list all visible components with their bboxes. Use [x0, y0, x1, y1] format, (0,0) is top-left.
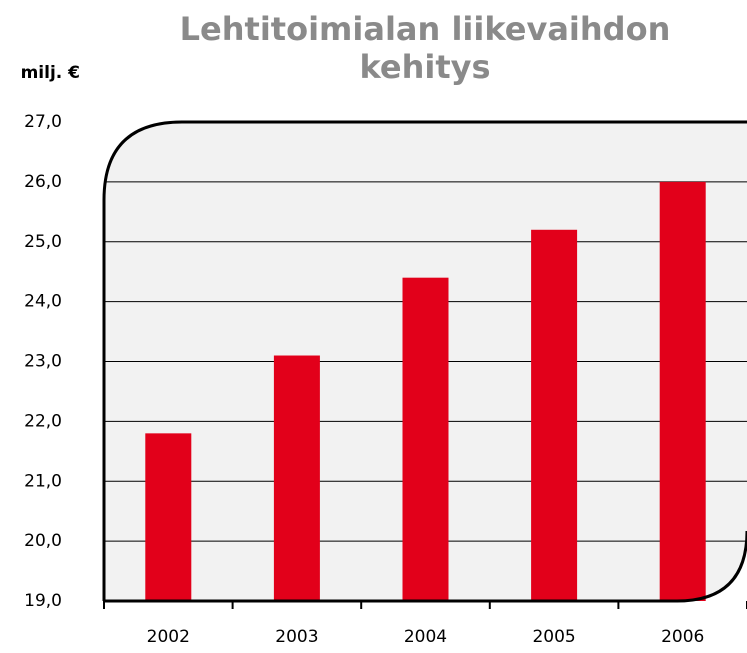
y-tick-label: 19,0 — [24, 591, 62, 611]
y-tick-label: 26,0 — [24, 172, 62, 192]
x-tick-label: 2005 — [532, 627, 575, 647]
bar — [531, 229, 578, 601]
y-tick-label: 23,0 — [24, 352, 62, 372]
plot-border — [102, 120, 747, 603]
bar — [273, 355, 320, 601]
x-tick-label: 2006 — [661, 627, 704, 647]
bar — [145, 433, 192, 601]
x-tick-label: 2004 — [404, 627, 447, 647]
x-tick-label: 2003 — [275, 627, 318, 647]
y-axis-label: milj. € — [21, 63, 80, 83]
y-tick-label: 20,0 — [24, 531, 62, 551]
bars — [145, 181, 706, 601]
y-tick-label: 27,0 — [24, 112, 62, 132]
x-tick-label: 2002 — [147, 627, 190, 647]
bar — [659, 181, 706, 601]
y-tick-label: 25,0 — [24, 232, 62, 252]
y-tick-label: 24,0 — [24, 292, 62, 312]
y-tick-label: 21,0 — [24, 471, 62, 491]
y-tick-label: 22,0 — [24, 411, 62, 431]
bar — [402, 277, 449, 601]
chart-title: Lehtitoimialan liikevaihdon kehitys — [179, 10, 671, 86]
